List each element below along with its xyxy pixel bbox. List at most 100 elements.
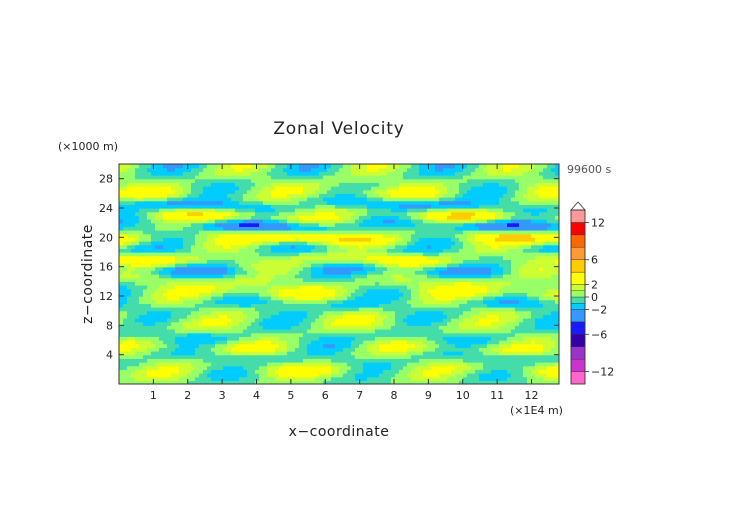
field-cell [231, 329, 236, 334]
field-cell [383, 248, 388, 253]
field-cell [419, 347, 424, 352]
field-cell [167, 215, 172, 220]
field-cell [451, 358, 456, 363]
field-cell [347, 321, 352, 326]
field-cell [367, 252, 372, 257]
field-cell [539, 376, 544, 381]
field-cell [307, 373, 312, 378]
field-cell [519, 329, 524, 334]
field-cell [147, 332, 152, 337]
field-cell [379, 303, 384, 308]
field-cell [287, 230, 292, 235]
field-cell [519, 230, 524, 235]
field-cell [539, 277, 544, 282]
field-cell [371, 226, 376, 231]
field-cell [299, 277, 304, 282]
field-cell [127, 274, 132, 279]
field-cell [415, 347, 420, 352]
field-cell [527, 226, 532, 231]
field-cell [383, 226, 388, 231]
field-cell [543, 241, 548, 246]
field-cell [527, 347, 532, 352]
field-cell [499, 259, 504, 264]
field-cell [243, 365, 248, 370]
field-cell [543, 292, 548, 297]
field-cell [555, 288, 559, 293]
field-cell [411, 314, 416, 319]
field-cell [447, 321, 452, 326]
field-cell [315, 233, 320, 238]
field-cell [279, 351, 284, 356]
field-cell [523, 259, 528, 264]
field-cell [231, 230, 236, 235]
field-cell [539, 233, 544, 238]
field-cell [451, 292, 456, 297]
field-cell [463, 244, 468, 249]
field-cell [351, 296, 356, 301]
field-cell [147, 219, 152, 224]
field-cell [199, 263, 204, 268]
field-cell [459, 329, 464, 334]
field-cell [331, 365, 336, 370]
field-cell [159, 380, 164, 384]
field-cell [339, 270, 344, 275]
field-cell [235, 233, 240, 238]
field-cell [231, 237, 236, 242]
field-cell [403, 237, 408, 242]
field-cell [291, 354, 296, 359]
field-cell [527, 369, 532, 374]
field-cell [391, 255, 396, 260]
field-cell [395, 358, 400, 363]
field-cell [307, 270, 312, 275]
field-cell [515, 347, 520, 352]
field-cell [291, 369, 296, 374]
field-cell [555, 362, 559, 367]
field-cell [419, 321, 424, 326]
field-cell [143, 296, 148, 301]
field-cell [255, 376, 260, 381]
field-cell [231, 365, 236, 370]
field-cell [291, 310, 296, 315]
field-cell [543, 380, 548, 384]
field-cell [311, 325, 316, 330]
field-cell [479, 277, 484, 282]
field-cell [347, 380, 352, 384]
field-cell [435, 233, 440, 238]
field-cell [463, 226, 468, 231]
field-cell [427, 321, 432, 326]
field-cell [163, 222, 168, 227]
field-cell [311, 365, 316, 370]
field-cell [351, 373, 356, 378]
field-cell [259, 237, 264, 242]
field-cell [519, 244, 524, 249]
field-cell [303, 329, 308, 334]
field-cell [135, 362, 140, 367]
field-cell [427, 281, 432, 286]
field-cell [231, 318, 236, 323]
field-cell [239, 233, 244, 238]
field-cell [439, 288, 444, 293]
field-cell [307, 233, 312, 238]
field-cell [235, 270, 240, 275]
field-cell [495, 252, 500, 257]
field-cell [247, 325, 252, 330]
field-cell [243, 303, 248, 308]
field-cell [555, 380, 559, 384]
field-cell [463, 340, 468, 345]
field-cell [247, 303, 252, 308]
field-cell [299, 373, 304, 378]
field-cell [159, 340, 164, 345]
field-cell [239, 336, 244, 341]
field-cell [487, 222, 492, 227]
field-cell [451, 362, 456, 367]
field-cell [143, 263, 148, 268]
field-cell [171, 369, 176, 374]
field-cell [227, 244, 232, 249]
field-cell [199, 376, 204, 381]
field-cell [355, 241, 360, 246]
field-cell [487, 270, 492, 275]
field-cell [359, 219, 364, 224]
field-cell [187, 263, 192, 268]
field-cell [187, 340, 192, 345]
field-cell [291, 219, 296, 224]
